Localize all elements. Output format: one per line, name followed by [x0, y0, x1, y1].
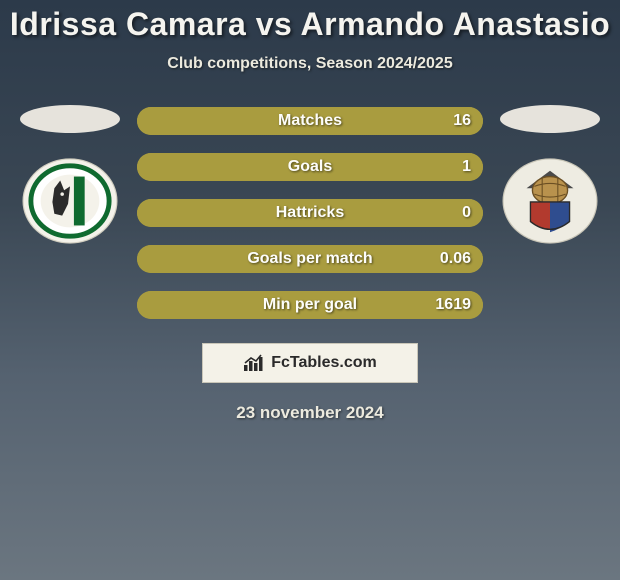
left-club-badge	[21, 157, 119, 245]
catania-crest-icon	[501, 157, 599, 245]
stat-fill-right	[137, 291, 483, 319]
stat-fill-right	[137, 153, 483, 181]
barchart-icon	[243, 354, 265, 372]
date-label: 23 november 2024	[0, 403, 620, 423]
right-club-badge	[501, 157, 599, 245]
avellino-crest-icon	[21, 157, 119, 245]
stat-fill-right	[137, 107, 483, 135]
right-player-col	[495, 107, 605, 245]
left-player-col	[15, 107, 125, 245]
right-value-ellipse	[500, 105, 600, 133]
stat-row: Matches16	[137, 107, 483, 135]
page-title: Idrissa Camara vs Armando Anastasio	[0, 6, 620, 43]
container: Idrissa Camara vs Armando Anastasio Club…	[0, 0, 620, 580]
stat-row: Min per goal1619	[137, 291, 483, 319]
stat-fill-right	[137, 245, 483, 273]
subtitle: Club competitions, Season 2024/2025	[0, 55, 620, 73]
stat-row: Goals per match0.06	[137, 245, 483, 273]
stats-column: Matches16 Goals1 Hattricks0 Goals per match…	[137, 107, 483, 319]
left-value-ellipse	[20, 105, 120, 133]
stat-row: Hattricks0	[137, 199, 483, 227]
brand-footer[interactable]: FcTables.com	[202, 343, 418, 383]
stat-row: Goals1	[137, 153, 483, 181]
stat-fill-right	[137, 199, 483, 227]
brand-label: FcTables.com	[271, 354, 377, 372]
main-row: Matches16 Goals1 Hattricks0 Goals per match…	[0, 107, 620, 319]
